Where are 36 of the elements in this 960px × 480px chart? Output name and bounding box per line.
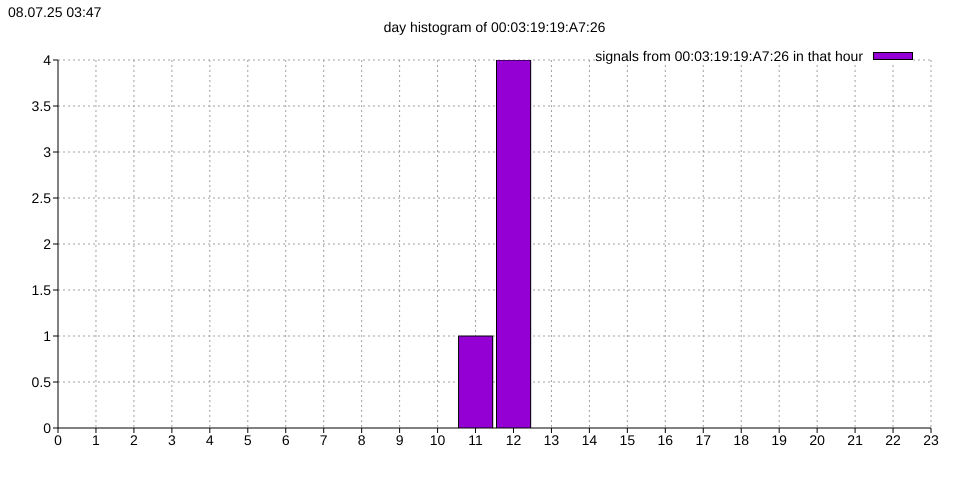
x-tick-label: 0 (54, 432, 62, 448)
text: 08.07.25 03:47 (8, 4, 102, 20)
y-tick-label: 0.5 (32, 374, 52, 390)
x-tick-label: 10 (430, 432, 446, 448)
x-tick-label: 15 (620, 432, 636, 448)
legend-label: signals from 00:03:19:19:A7:26 in that hour (595, 48, 863, 64)
x-tick-label: 2 (130, 432, 138, 448)
y-tick-label: 2 (43, 236, 52, 252)
x-tick-label: 6 (282, 432, 290, 448)
x-tick-label: 17 (695, 432, 712, 448)
x-tick-label: 4 (206, 432, 214, 448)
y-tick-label: 3.5 (32, 98, 52, 114)
y-tick-label: 1 (43, 328, 52, 344)
x-tick-label: 16 (658, 432, 674, 448)
x-tick-label: 7 (320, 432, 328, 448)
x-tick-label: 3 (168, 432, 176, 448)
x-tick-label: 20 (809, 432, 826, 448)
x-tick-label: 23 (923, 432, 939, 448)
x-tick-label: 9 (396, 432, 404, 448)
chart-title: day histogram of 00:03:19:19:A7:26 (382, 19, 606, 35)
y-tick-label: 0 (43, 420, 52, 436)
y-tick-label: 1.5 (32, 282, 52, 298)
x-tick-label: 11 (468, 432, 483, 448)
x-tick-label: 5 (244, 432, 252, 448)
x-tick-label: 22 (885, 432, 902, 448)
x-tick-label: 21 (847, 432, 864, 448)
x-tick-label: 14 (582, 432, 598, 448)
y-tick-label: 3 (43, 144, 52, 160)
x-tick-label: 19 (771, 432, 788, 448)
x-tick-label: 18 (733, 432, 750, 448)
x-tick-label: 13 (544, 432, 560, 448)
x-tick-label: 8 (358, 432, 366, 448)
y-tick-label: 2.5 (32, 190, 52, 206)
y-tick-label: 4 (43, 52, 52, 68)
x-tick-label: 12 (506, 432, 522, 448)
x-tick-label: 1 (92, 432, 100, 448)
